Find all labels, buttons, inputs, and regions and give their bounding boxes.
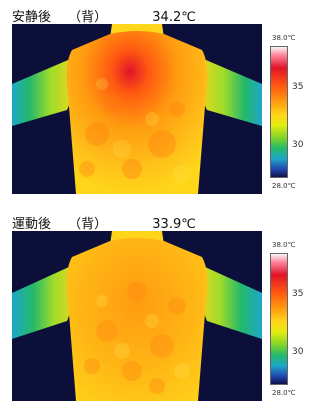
temperature-readout: 34.2℃: [152, 10, 196, 25]
back-thermogram: [12, 24, 262, 194]
view-label: （背）: [68, 10, 108, 25]
scale-max-label: 38.0℃: [272, 34, 296, 42]
left-arm: [12, 54, 82, 126]
left-arm: [12, 261, 82, 339]
torso: [66, 31, 208, 194]
scale-min-label: 28.0℃: [272, 182, 296, 190]
color-scale-bar: [270, 253, 288, 385]
back-thermogram: [12, 231, 262, 401]
right-arm: [192, 261, 262, 339]
state-label: 安静後: [12, 10, 52, 25]
panel-header: 安静後 （背） 34.2℃: [12, 6, 196, 25]
temperature-scale: 38.0℃ 35 30 28.0℃: [268, 235, 328, 405]
thermal-image: [12, 231, 262, 401]
color-scale-bar: [270, 46, 288, 178]
panel-after-exercise: 運動後 （背） 33.9℃: [0, 207, 330, 409]
scale-tick-35: 35: [292, 289, 304, 299]
scale-max-label: 38.0℃: [272, 241, 296, 249]
torso: [66, 238, 208, 401]
right-arm: [192, 54, 262, 126]
scale-tick-35: 35: [292, 82, 304, 92]
state-label: 運動後: [12, 217, 52, 232]
temperature-readout: 33.9℃: [152, 217, 196, 232]
temperature-scale: 38.0℃ 35 30 28.0℃: [268, 28, 328, 198]
scale-tick-30: 30: [292, 140, 304, 150]
scale-tick-30: 30: [292, 347, 304, 357]
panel-header: 運動後 （背） 33.9℃: [12, 213, 196, 232]
thermal-image: [12, 24, 262, 194]
scale-min-label: 28.0℃: [272, 389, 296, 397]
panel-after-rest: 安静後 （背） 34.2℃: [0, 0, 330, 200]
view-label: （背）: [68, 217, 108, 232]
